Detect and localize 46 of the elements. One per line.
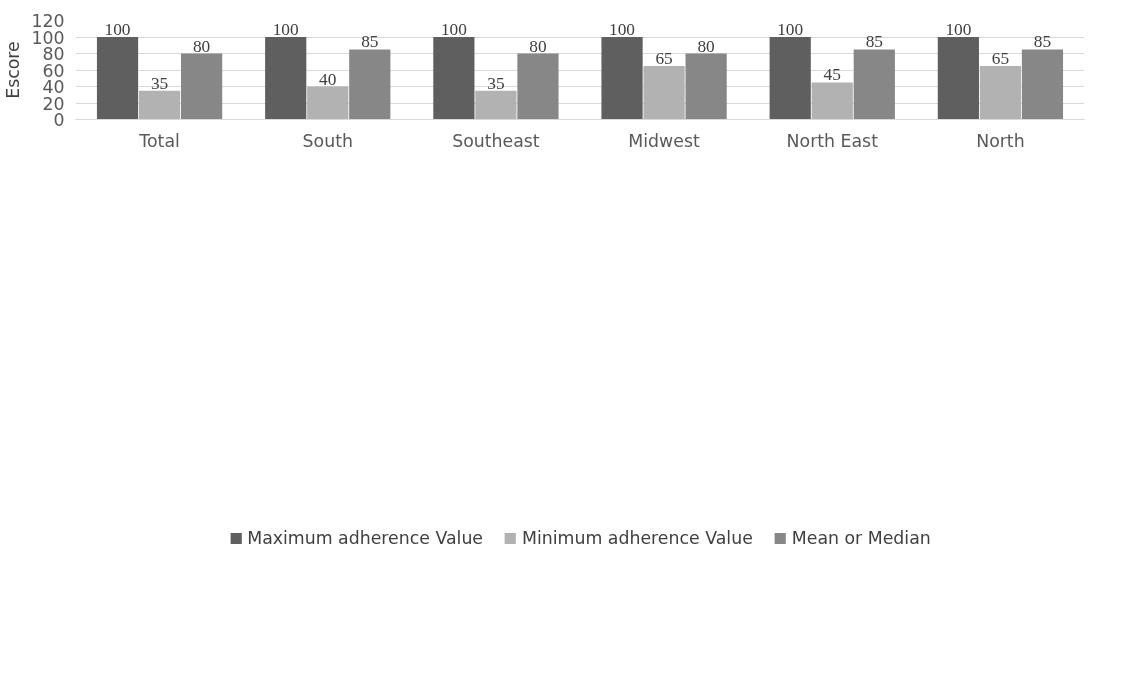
bar bbox=[265, 37, 307, 120]
data-label: 35 bbox=[487, 73, 505, 93]
bar bbox=[601, 37, 643, 120]
data-label: 100 bbox=[945, 20, 972, 39]
bar bbox=[643, 65, 685, 120]
data-label: 45 bbox=[823, 65, 841, 85]
bar bbox=[181, 53, 223, 120]
bar bbox=[979, 65, 1022, 120]
x-tick-label: Total bbox=[138, 130, 180, 151]
x-tick-label: South bbox=[302, 130, 353, 151]
bar bbox=[349, 49, 391, 120]
bar bbox=[307, 86, 349, 120]
bar bbox=[433, 37, 475, 120]
bar bbox=[1021, 49, 1064, 120]
data-label: 85 bbox=[1033, 32, 1052, 52]
bar bbox=[96, 37, 139, 120]
data-label: 100 bbox=[609, 20, 636, 39]
data-label: 35 bbox=[150, 73, 169, 93]
legend-label: Maximum adherence Value bbox=[247, 528, 484, 548]
bar bbox=[937, 37, 979, 120]
bar bbox=[811, 82, 853, 120]
data-label: 80 bbox=[192, 36, 211, 56]
data-label: 80 bbox=[529, 36, 547, 56]
bar bbox=[853, 49, 895, 120]
data-label: 40 bbox=[319, 69, 337, 89]
y-axis-title: Escore bbox=[3, 41, 24, 99]
data-label: 80 bbox=[697, 36, 715, 56]
bar bbox=[517, 53, 559, 120]
x-tick-label: North bbox=[976, 130, 1025, 151]
data-label: 100 bbox=[777, 20, 804, 39]
bar bbox=[138, 90, 181, 120]
data-label: 100 bbox=[272, 20, 299, 39]
legend-label: Minimum adherence Value bbox=[522, 528, 753, 548]
bar bbox=[769, 37, 811, 120]
data-label: 100 bbox=[104, 20, 131, 39]
bar bbox=[685, 53, 727, 120]
bar bbox=[475, 90, 517, 120]
x-tick-label: Southeast bbox=[452, 130, 540, 151]
x-tick-label: North East bbox=[786, 130, 879, 151]
data-label: 85 bbox=[361, 32, 379, 52]
data-label: 85 bbox=[865, 32, 883, 52]
data-label: 65 bbox=[991, 48, 1010, 68]
data-label: 65 bbox=[655, 48, 673, 68]
legend-label: Mean or Median bbox=[791, 528, 931, 548]
x-tick-label: Midwest bbox=[628, 130, 700, 151]
data-label: 100 bbox=[440, 20, 467, 39]
